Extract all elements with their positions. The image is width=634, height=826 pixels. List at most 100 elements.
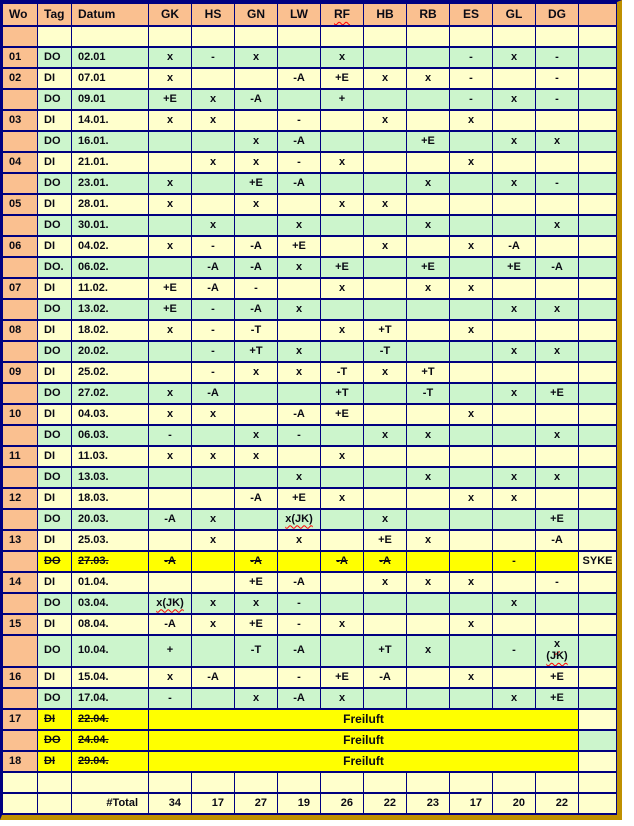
cell-rf[interactable]: x <box>320 46 364 69</box>
cell-rb[interactable]: x <box>406 172 450 195</box>
cell-tag[interactable]: DI <box>37 277 72 300</box>
cell-wo[interactable]: 17 <box>2 708 38 731</box>
cell-es[interactable]: - <box>449 67 493 90</box>
cell-rb[interactable]: x <box>406 529 450 552</box>
cell-es[interactable]: x <box>449 487 493 510</box>
cell-note[interactable] <box>578 214 617 237</box>
cell-dg[interactable]: x <box>535 130 579 153</box>
cell-rf[interactable] <box>320 172 364 195</box>
cell-dg[interactable] <box>535 277 579 300</box>
cell-gn[interactable]: x <box>234 445 278 468</box>
cell-gn[interactable]: - <box>234 277 278 300</box>
cell-datum[interactable]: 14.01. <box>71 109 149 132</box>
cell-dg[interactable] <box>535 550 579 573</box>
cell-hs[interactable]: -A <box>191 666 235 689</box>
cell-rf[interactable] <box>320 298 364 321</box>
column-header-rf[interactable]: RF <box>320 2 364 27</box>
cell-rb[interactable]: x <box>406 424 450 447</box>
cell-note[interactable] <box>578 613 617 636</box>
cell-hb[interactable]: x <box>363 571 407 594</box>
cell-gn[interactable]: x <box>234 592 278 615</box>
cell-datum[interactable]: 02.01 <box>71 46 149 69</box>
column-header-lw[interactable]: LW <box>277 2 321 27</box>
cell-wo[interactable]: 12 <box>2 487 38 510</box>
cell-datum[interactable]: 08.04. <box>71 613 149 636</box>
cell-rf[interactable] <box>320 214 364 237</box>
cell-lw[interactable] <box>277 88 321 111</box>
cell-wo[interactable] <box>2 634 38 668</box>
total-lw[interactable]: 19 <box>277 792 321 815</box>
cell-es[interactable]: x <box>449 403 493 426</box>
cell-tag[interactable]: DO <box>37 130 72 153</box>
cell-lw[interactable]: - <box>277 109 321 132</box>
cell-dg[interactable]: - <box>535 46 579 69</box>
cell-note[interactable] <box>578 592 617 615</box>
cell-dg[interactable]: -A <box>535 529 579 552</box>
cell-hs[interactable]: -A <box>191 256 235 279</box>
cell-gn[interactable] <box>234 508 278 531</box>
cell-hb[interactable] <box>363 25 407 48</box>
cell-gl[interactable]: x <box>492 88 536 111</box>
cell-tag[interactable]: DI <box>37 571 72 594</box>
cell-dg[interactable]: x <box>535 424 579 447</box>
cell-gk[interactable]: +E <box>148 277 192 300</box>
cell-gn[interactable] <box>234 666 278 689</box>
cell-hb[interactable] <box>363 466 407 489</box>
cell-rb[interactable] <box>406 613 450 636</box>
cell-datum[interactable]: 06.02. <box>71 256 149 279</box>
cell-tag[interactable]: DI <box>37 666 72 689</box>
total-es[interactable]: 17 <box>449 792 493 815</box>
cell-wo[interactable]: 06 <box>2 235 38 258</box>
cell-wo[interactable] <box>2 550 38 573</box>
cell-wo[interactable]: 18 <box>2 750 38 773</box>
cell-wo[interactable] <box>2 172 38 195</box>
column-header-tag[interactable]: Tag <box>37 2 72 27</box>
cell-es[interactable] <box>449 687 493 710</box>
cell-gk[interactable] <box>148 466 192 489</box>
cell-tag[interactable]: DI <box>37 67 72 90</box>
cell-hb[interactable]: -A <box>363 666 407 689</box>
cell-gl[interactable]: - <box>492 634 536 668</box>
cell-note[interactable] <box>578 277 617 300</box>
cell-hb[interactable]: x <box>363 235 407 258</box>
cell-es[interactable] <box>449 25 493 48</box>
cell-lw[interactable]: - <box>277 613 321 636</box>
cell-lw[interactable] <box>277 277 321 300</box>
cell-gl[interactable] <box>492 109 536 132</box>
cell-wo[interactable]: 08 <box>2 319 38 342</box>
cell-dg[interactable]: - <box>535 67 579 90</box>
cell-lw[interactable] <box>277 319 321 342</box>
cell-dg[interactable] <box>535 613 579 636</box>
cell-es[interactable]: - <box>449 88 493 111</box>
cell-note[interactable] <box>578 750 617 773</box>
cell-rb[interactable] <box>406 235 450 258</box>
cell-datum[interactable]: 06.03. <box>71 424 149 447</box>
cell-gk[interactable]: + <box>148 634 192 668</box>
cell-rf[interactable]: x <box>320 277 364 300</box>
cell-rb[interactable] <box>406 109 450 132</box>
cell-gl[interactable] <box>492 67 536 90</box>
cell-note[interactable] <box>578 151 617 174</box>
cell-lw[interactable]: - <box>277 151 321 174</box>
cell-gk[interactable] <box>148 25 192 48</box>
total-hb[interactable]: 22 <box>363 792 407 815</box>
cell-hs[interactable] <box>191 172 235 195</box>
cell-rf[interactable]: x <box>320 319 364 342</box>
cell-rf[interactable] <box>320 529 364 552</box>
cell-note[interactable] <box>578 466 617 489</box>
cell-note[interactable] <box>578 130 617 153</box>
cell-hs[interactable] <box>191 424 235 447</box>
cell-es[interactable] <box>449 771 493 794</box>
cell-hs[interactable]: - <box>191 319 235 342</box>
cell-hs[interactable]: x <box>191 88 235 111</box>
column-header-hb[interactable]: HB <box>363 2 407 27</box>
cell-gn[interactable]: -T <box>234 319 278 342</box>
cell-dg[interactable]: - <box>535 88 579 111</box>
cell-wo[interactable]: 13 <box>2 529 38 552</box>
cell-wo[interactable]: 02 <box>2 67 38 90</box>
cell-wo[interactable] <box>2 214 38 237</box>
cell-gn[interactable] <box>234 529 278 552</box>
cell-datum[interactable]: 29.04. <box>71 750 149 773</box>
cell-lw[interactable]: x <box>277 529 321 552</box>
cell-gl[interactable] <box>492 571 536 594</box>
